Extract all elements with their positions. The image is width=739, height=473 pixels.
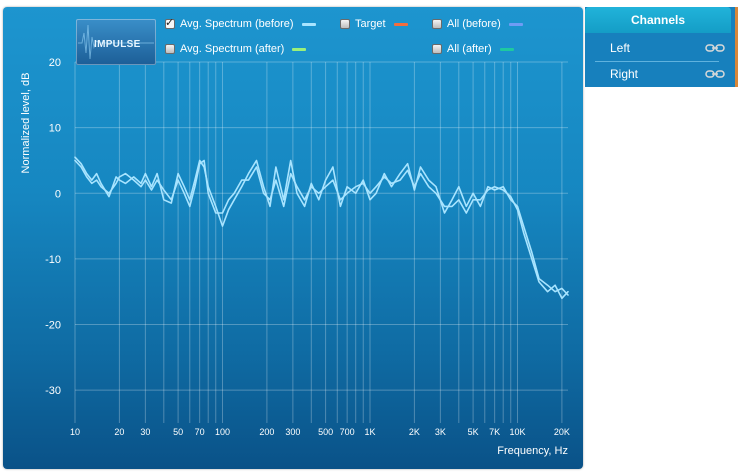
y-tick-label: 10 [49,123,61,135]
legend-all-before[interactable]: All (before) [432,16,523,32]
impulse-logo[interactable]: IMPULSE [76,19,156,65]
channel-item-right[interactable]: Right [585,62,731,86]
x-tick-label: 1K [364,427,375,437]
x-tick-label: 700 [340,427,355,437]
x-tick-label: 200 [259,427,274,437]
checkbox-checked-icon[interactable]: ✓ [165,16,175,29]
link-icon[interactable] [705,44,725,52]
x-tick-label: 20 [114,427,124,437]
legend-swatch [301,22,316,26]
x-tick-label: 10 [70,427,80,437]
y-tick-label: -30 [45,385,61,397]
legend-avg-spectrum-after[interactable]: Avg. Spectrum (after) [165,41,307,57]
legend-label: Avg. Spectrum (before) [180,18,294,30]
waveform-icon [78,24,154,60]
x-tick-label: 70 [195,427,205,437]
x-tick-label: 20K [554,427,570,437]
x-tick-label: 500 [318,427,333,437]
legend-label: All (before) [447,18,501,30]
y-tick-label: 20 [49,57,61,69]
legend-swatch [292,47,307,51]
legend-avg-spectrum-before[interactable]: ✓ Avg. Spectrum (before) [165,16,316,32]
link-icon[interactable] [705,70,725,78]
logo-label: IMPULSE [94,39,141,50]
x-axis-label: Frequency, Hz [497,445,568,457]
series-line-1 [74,156,569,296]
legend-swatch [393,22,408,26]
channels-header: Channels [585,7,731,33]
checkbox-icon[interactable] [432,19,442,29]
x-tick-label: 30 [140,427,150,437]
checkbox-icon[interactable] [432,44,442,54]
checkbox-icon[interactable] [340,19,350,29]
legend-label: All (after) [447,43,492,55]
x-tick-label: 3K [435,427,446,437]
channel-label: Left [610,41,631,55]
x-tick-label: 5K [468,427,479,437]
checkbox-icon[interactable] [165,44,175,54]
x-tick-label: 50 [173,427,183,437]
legend-label: Avg. Spectrum (after) [180,43,285,55]
legend-swatch [499,47,514,51]
channel-item-left[interactable]: Left [585,36,731,60]
y-axis-label: Normalized level, dB [20,73,32,174]
channels-panel: Channels Left Right [585,7,738,87]
x-tick-label: 100 [215,427,230,437]
channel-label: Right [610,67,639,81]
y-tick-label: 0 [55,188,61,200]
spectrum-plot-panel: 20 10 0 -10 -20 -30 10 20 30 50 70 100 200 300 500 700 1… [3,7,583,469]
legend-label: Target [355,18,386,30]
legend-swatch [508,22,523,26]
channel-divider [595,61,719,62]
legend-target[interactable]: Target [340,16,408,32]
y-tick-label: -10 [45,254,61,266]
y-tick-label: -20 [45,320,61,332]
x-tick-label: 10K [509,427,525,437]
x-tick-label: 2K [409,427,420,437]
legend-all-after[interactable]: All (after) [432,41,514,57]
x-tick-label: 7K [489,427,500,437]
x-tick-label: 300 [285,427,300,437]
series-line-2 [74,159,569,300]
